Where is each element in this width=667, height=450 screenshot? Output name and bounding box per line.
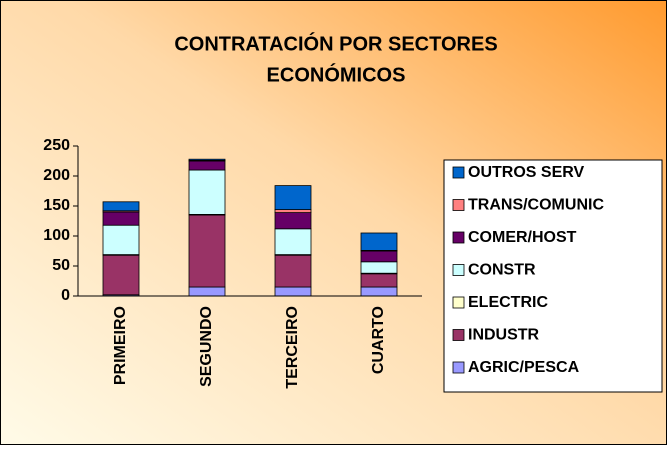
bar-segment bbox=[360, 273, 398, 288]
legend-swatch bbox=[452, 296, 465, 309]
legend-swatch bbox=[452, 166, 465, 179]
bar-segment bbox=[360, 232, 398, 251]
bar-segment bbox=[274, 212, 312, 230]
bar-segment bbox=[188, 158, 226, 161]
bar-segment bbox=[274, 185, 312, 211]
legend-label: CONSTR bbox=[468, 262, 536, 279]
legend-swatch bbox=[452, 199, 465, 211]
legend-label: INDUSTR bbox=[468, 327, 540, 344]
bar-segment bbox=[188, 169, 226, 215]
x-tick-label: TERCEIRO bbox=[284, 306, 301, 389]
legend-label: ELECTRIC bbox=[468, 294, 548, 311]
chart-title: CONTRATACIÓN POR SECTORES bbox=[174, 31, 497, 55]
legend-swatch bbox=[452, 231, 465, 244]
y-tick-label: 100 bbox=[43, 227, 70, 244]
y-tick-label: 50 bbox=[52, 257, 70, 274]
bar-segment bbox=[360, 286, 398, 297]
bar-segment bbox=[188, 160, 226, 171]
bar-segment bbox=[274, 286, 312, 297]
bar-segment bbox=[274, 254, 312, 288]
x-tick-label: CUARTO bbox=[370, 306, 387, 374]
legend bbox=[443, 159, 663, 393]
y-tick-label: 0 bbox=[61, 287, 70, 304]
bar-segment bbox=[102, 224, 140, 255]
legend-swatch bbox=[452, 264, 465, 276]
x-tick-label: PRIMEIRO bbox=[112, 306, 129, 385]
bar-segment bbox=[102, 254, 140, 296]
bar-segment bbox=[188, 214, 226, 288]
legend-label: AGRIC/PESCA bbox=[468, 359, 580, 376]
y-tick-label: 250 bbox=[43, 137, 70, 154]
legend-label: COMER/HOST bbox=[468, 229, 577, 246]
bar-segment bbox=[102, 201, 140, 212]
legend-label: TRANS/COMUNIC bbox=[468, 197, 604, 214]
y-tick-label: 200 bbox=[43, 167, 70, 184]
x-tick-label: SEGUNDO bbox=[198, 306, 215, 387]
bar-segment bbox=[274, 228, 312, 256]
bar-segment bbox=[360, 250, 398, 263]
legend-label: OUTROS SERV bbox=[468, 164, 585, 181]
bar-segment bbox=[188, 286, 226, 297]
legend-swatch bbox=[452, 361, 465, 374]
bar-segment bbox=[102, 211, 140, 226]
y-tick-label: 150 bbox=[43, 197, 70, 214]
bar-segment bbox=[360, 261, 398, 274]
legend-swatch bbox=[452, 329, 465, 341]
chart-title: ECONÓMICOS bbox=[267, 62, 406, 86]
bar-segment bbox=[274, 209, 312, 214]
